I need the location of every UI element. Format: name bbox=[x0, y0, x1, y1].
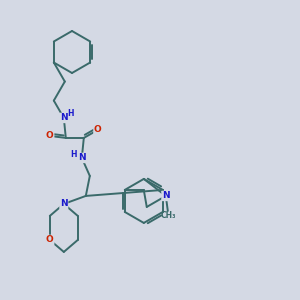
Text: N: N bbox=[78, 153, 85, 162]
Text: N: N bbox=[60, 200, 68, 208]
Text: O: O bbox=[46, 131, 54, 140]
Text: H: H bbox=[68, 110, 74, 118]
Text: O: O bbox=[94, 125, 102, 134]
Text: O: O bbox=[46, 236, 54, 244]
Text: CH₃: CH₃ bbox=[161, 212, 177, 220]
Text: N: N bbox=[162, 191, 169, 200]
Text: H: H bbox=[70, 150, 77, 159]
Text: N: N bbox=[60, 113, 68, 122]
